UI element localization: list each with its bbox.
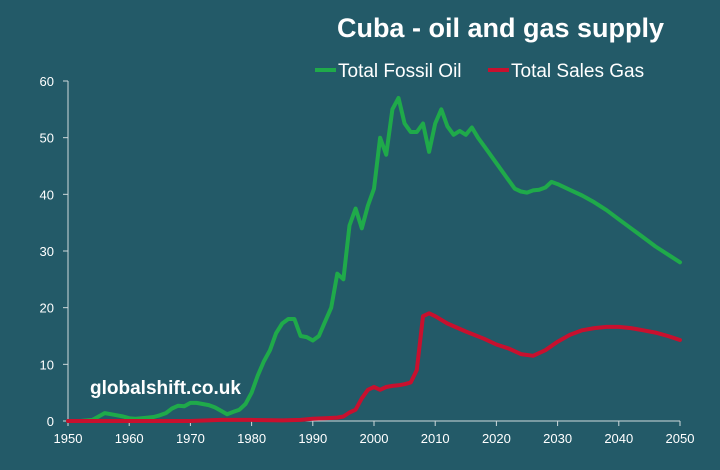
x-tick-label: 2040 [604, 431, 633, 446]
x-tick-label: 2010 [421, 431, 450, 446]
x-tick-label: 1980 [237, 431, 266, 446]
y-tick-label: 10 [40, 357, 54, 372]
x-tick-label: 2000 [360, 431, 389, 446]
y-tick-label: 20 [40, 301, 54, 316]
series-line-total-fossil-oil [66, 96, 682, 423]
x-tick-label: 2030 [543, 431, 572, 446]
y-tick-label: 40 [40, 187, 54, 202]
watermark-text: globalshift.co.uk [90, 378, 241, 399]
y-ticks: 0 10 20 30 40 50 60 [40, 74, 68, 429]
x-ticks: 1950 1960 1970 1980 1990 2000 2010 2020 2030 2040… [54, 421, 695, 446]
legend: Total Fossil Oil Total Sales Gas [315, 61, 644, 82]
x-tick-label: 1950 [54, 431, 83, 446]
x-tick-label: 1960 [115, 431, 144, 446]
y-tick-label: 50 [40, 131, 54, 146]
axes [67, 81, 680, 422]
series-layer [66, 96, 682, 423]
series-line-total-sales-gas [66, 311, 682, 423]
y-tick-label: 60 [40, 74, 54, 89]
legend-label-gas: Total Sales Gas [511, 61, 644, 82]
y-tick-label: 30 [40, 244, 54, 259]
y-tick-label: 0 [47, 414, 54, 429]
legend-label-oil: Total Fossil Oil [338, 61, 462, 82]
x-tick-label: 2020 [482, 431, 511, 446]
x-tick-label: 2050 [666, 431, 695, 446]
x-tick-label: 1990 [298, 431, 327, 446]
x-tick-label: 1970 [176, 431, 205, 446]
chart-title: Cuba - oil and gas supply [337, 13, 664, 43]
